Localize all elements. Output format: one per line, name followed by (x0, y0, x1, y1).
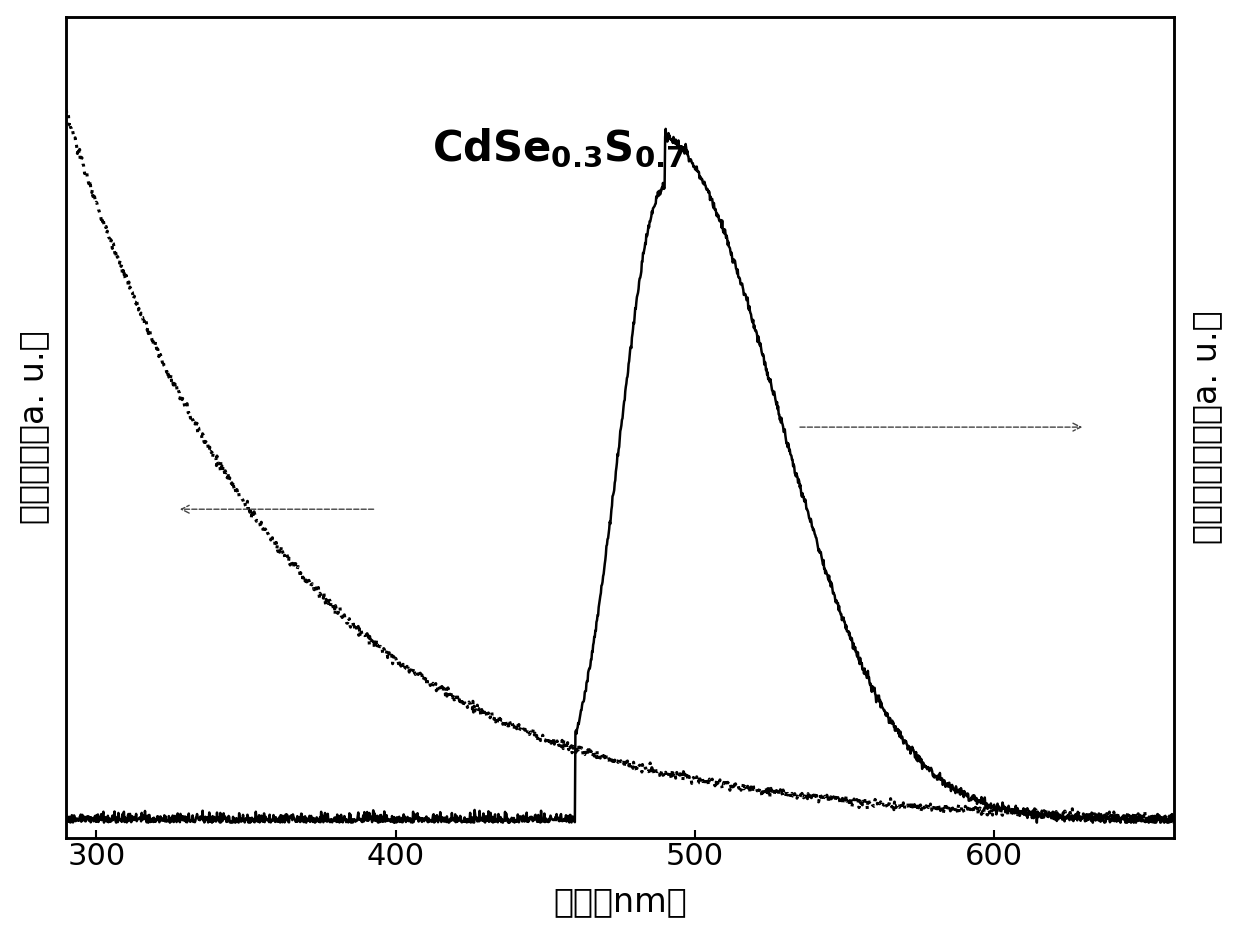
Y-axis label: 荧光发射强度（a. u.）: 荧光发射强度（a. u.） (1190, 310, 1224, 544)
Text: $\mathbf{CdSe_{0.3}S_{0.7}}$: $\mathbf{CdSe_{0.3}S_{0.7}}$ (432, 126, 686, 169)
X-axis label: 波长（nm）: 波长（nm） (553, 885, 687, 918)
Y-axis label: 吸收强度（a. u.）: 吸收强度（a. u.） (16, 330, 50, 524)
